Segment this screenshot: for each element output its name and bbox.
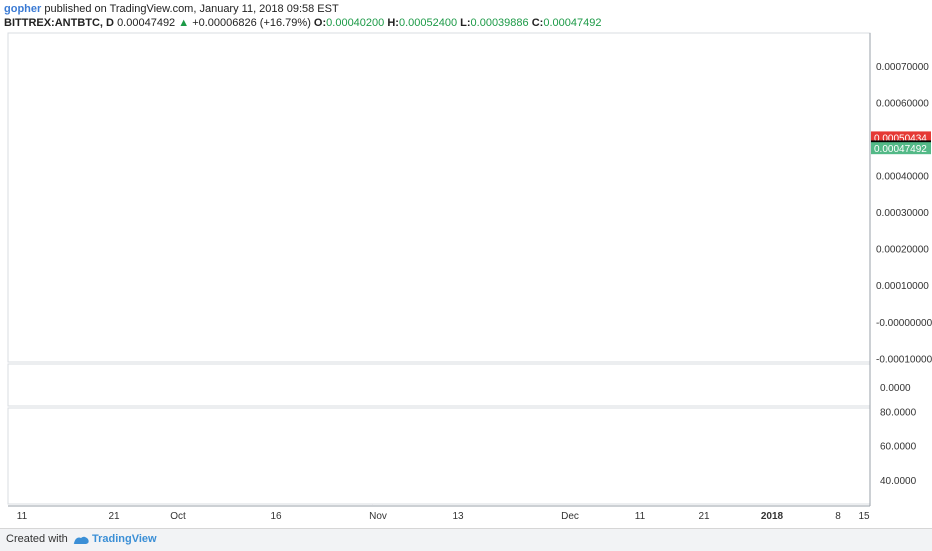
time-tick-label: Dec: [561, 511, 579, 520]
symbol-info: BITTREX:ANTBTC, D 0.00047492 ▲ +0.000068…: [4, 17, 601, 29]
price-axis-badge-text: 0.00050434: [874, 133, 927, 144]
close-label: C:: [531, 17, 544, 29]
time-tick-label: 11: [17, 511, 28, 520]
time-tick-label: 2018: [761, 511, 784, 520]
time-tick-label: 13: [452, 511, 464, 520]
open-value: 0.00040200: [326, 17, 385, 29]
price-tick-label: 0.00060000: [876, 98, 929, 109]
rsi-tick-label: 60.0000: [880, 442, 917, 453]
time-tick-label: 21: [698, 511, 710, 520]
time-tick-label: Oct: [170, 511, 186, 520]
time-tick-label: Nov: [369, 511, 387, 520]
tradingview-brand[interactable]: TradingView: [92, 533, 157, 545]
high-value: 0.00052400: [398, 17, 458, 29]
footer-bar: Created with TradingView: [0, 528, 932, 551]
low-value: 0.00039886: [470, 17, 529, 29]
time-tick-label: 15: [858, 511, 870, 520]
open-label: O:: [313, 17, 327, 29]
rsi-tick-label: 40.0000: [880, 476, 917, 487]
price-tick-label: 0.00020000: [876, 245, 929, 256]
high-label: H:: [387, 17, 399, 29]
last-price: 0.00047492: [117, 17, 176, 29]
time-tick-label: 16: [270, 511, 282, 520]
close-value: 0.00047492: [543, 17, 602, 29]
rsi-tick-label: 80.0000: [880, 407, 917, 418]
time-tick-label: 11: [635, 511, 646, 520]
change-arrow-icon: ▲: [178, 17, 190, 29]
publish-info: gopher published on TradingView.com, Jan…: [4, 3, 339, 15]
macd-tick-label: 0.0000: [880, 383, 911, 394]
price-axis-badge-text: 0.00047492: [874, 144, 927, 155]
author-name[interactable]: gopher: [4, 3, 42, 15]
pane-frame: [7, 32, 871, 363]
price-tick-label: 0.00070000: [876, 62, 929, 73]
pane-frame: [7, 407, 871, 505]
symbol-label: BITTREX:ANTBTC, D: [4, 17, 114, 29]
price-tick-label: -0.00000000: [876, 318, 932, 329]
axes: -0.00010000 -0.00000000 0.00010000 0.000200…: [7, 32, 932, 520]
price-tick-label: 0.00010000: [876, 281, 929, 292]
time-tick-label: 8: [835, 511, 841, 520]
time-tick-label: 21: [108, 511, 120, 520]
price-axis-badge: [871, 142, 931, 155]
price-change: +0.00006826 (+16.79%): [192, 17, 311, 29]
price-tick-label: 0.00030000: [876, 208, 929, 219]
published-text: published on TradingView.com, January 11…: [44, 3, 339, 15]
created-with-text: Created with: [6, 533, 68, 545]
tradingview-logo-icon[interactable]: [72, 534, 90, 546]
price-tick-label: 0.00040000: [876, 172, 929, 183]
low-label: L:: [460, 17, 471, 29]
chart-area[interactable]: -0.00010000 -0.00000000 0.00010000 0.000200…: [0, 0, 932, 520]
pane-frame: [7, 363, 871, 407]
price-tick-label: -0.00010000: [876, 354, 932, 365]
